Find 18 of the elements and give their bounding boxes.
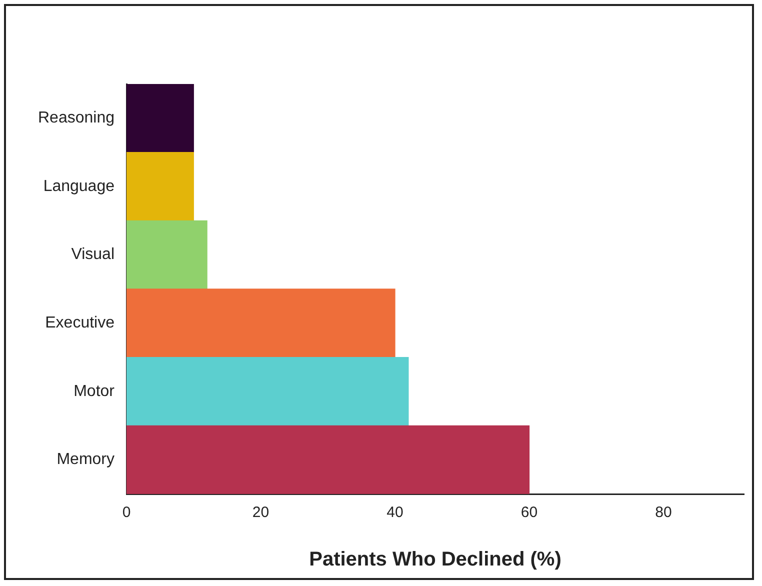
bar: [126, 84, 194, 153]
bar: [126, 357, 409, 426]
y-tick-label: Language: [43, 178, 115, 195]
bar: [126, 288, 396, 358]
x-axis-title: Patients Who Declined (%): [309, 548, 562, 571]
x-tick-label: 80: [655, 504, 672, 522]
x-tick-label: 20: [252, 504, 270, 522]
y-tick-label: Reasoning: [38, 110, 114, 127]
x-tick-label: 60: [520, 504, 538, 522]
x-tick-label: 0: [122, 504, 131, 522]
y-tick-label: Memory: [56, 451, 114, 468]
bar: [126, 425, 530, 494]
bar: [126, 220, 208, 290]
bar: [126, 152, 194, 221]
y-tick-label: Motor: [74, 382, 116, 400]
x-tick-label: 40: [386, 504, 404, 522]
y-tick-label: Executive: [45, 314, 115, 332]
y-tick-label: Visual: [71, 246, 114, 264]
